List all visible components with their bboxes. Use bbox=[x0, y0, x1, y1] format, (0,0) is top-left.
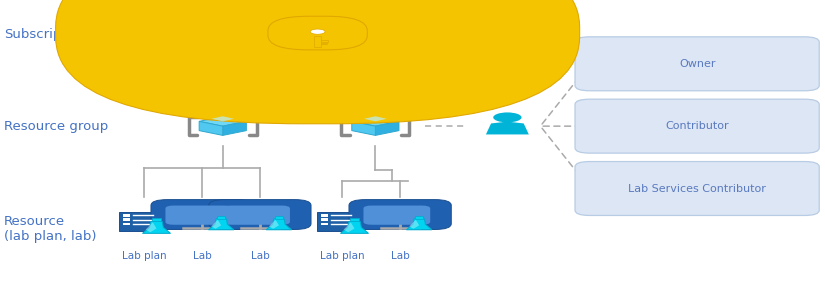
Bar bbox=[321, 43, 327, 44]
Text: Lab: Lab bbox=[391, 251, 409, 261]
Bar bbox=[152, 218, 161, 221]
Text: Owner: Owner bbox=[679, 59, 715, 69]
FancyBboxPatch shape bbox=[349, 200, 451, 229]
Text: Resource
(lab plan, lab): Resource (lab plan, lab) bbox=[4, 215, 97, 243]
FancyBboxPatch shape bbox=[224, 206, 290, 225]
Polygon shape bbox=[486, 122, 529, 135]
FancyBboxPatch shape bbox=[575, 162, 819, 215]
Polygon shape bbox=[199, 116, 247, 126]
Bar bbox=[275, 216, 283, 219]
Polygon shape bbox=[199, 122, 223, 135]
Text: Lab Services Contributor: Lab Services Contributor bbox=[628, 184, 766, 193]
Polygon shape bbox=[223, 122, 247, 135]
Polygon shape bbox=[269, 220, 279, 229]
Bar bbox=[314, 36, 321, 46]
FancyBboxPatch shape bbox=[55, 0, 580, 124]
Polygon shape bbox=[266, 219, 292, 230]
Polygon shape bbox=[143, 221, 171, 233]
Bar bbox=[123, 218, 130, 221]
Text: Contributor: Contributor bbox=[665, 121, 729, 131]
Polygon shape bbox=[351, 116, 399, 126]
Polygon shape bbox=[211, 116, 234, 122]
FancyBboxPatch shape bbox=[575, 37, 819, 91]
Polygon shape bbox=[409, 220, 419, 229]
Polygon shape bbox=[364, 116, 387, 122]
Polygon shape bbox=[209, 219, 234, 230]
FancyBboxPatch shape bbox=[151, 200, 253, 229]
Text: Subscription: Subscription bbox=[4, 28, 87, 41]
Bar bbox=[123, 214, 130, 217]
Polygon shape bbox=[351, 122, 375, 135]
Text: Lab: Lab bbox=[251, 251, 269, 261]
FancyBboxPatch shape bbox=[209, 200, 311, 229]
FancyBboxPatch shape bbox=[318, 213, 356, 231]
Text: Lab plan: Lab plan bbox=[320, 251, 365, 261]
Text: Lab plan: Lab plan bbox=[122, 251, 167, 261]
Bar bbox=[123, 223, 130, 225]
FancyBboxPatch shape bbox=[120, 213, 158, 231]
Text: Resource group: Resource group bbox=[4, 120, 108, 133]
Bar bbox=[350, 218, 359, 221]
Bar bbox=[321, 218, 328, 221]
Bar bbox=[321, 40, 328, 42]
Text: Lab: Lab bbox=[193, 251, 211, 261]
Polygon shape bbox=[343, 222, 355, 232]
Polygon shape bbox=[211, 220, 221, 229]
Polygon shape bbox=[341, 221, 369, 233]
Bar bbox=[321, 214, 328, 217]
Bar bbox=[415, 216, 423, 219]
Polygon shape bbox=[375, 122, 399, 135]
FancyBboxPatch shape bbox=[575, 99, 819, 153]
Bar bbox=[217, 216, 225, 219]
Circle shape bbox=[310, 29, 325, 34]
Polygon shape bbox=[145, 222, 157, 232]
FancyBboxPatch shape bbox=[364, 206, 430, 225]
Bar bbox=[321, 223, 328, 225]
Polygon shape bbox=[407, 219, 432, 230]
Circle shape bbox=[493, 113, 521, 122]
FancyBboxPatch shape bbox=[166, 206, 232, 225]
